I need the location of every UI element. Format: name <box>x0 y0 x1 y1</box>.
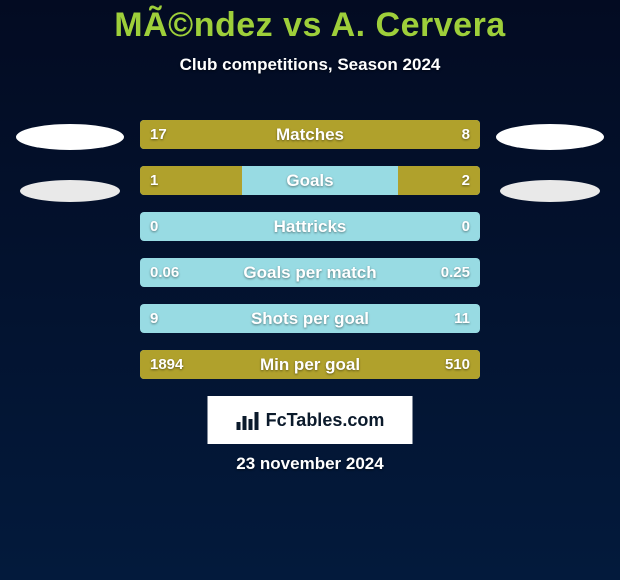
player-right-ellipse-2 <box>500 180 600 202</box>
stat-row: 0.060.25Goals per match <box>140 258 480 287</box>
logo-text: FcTables.com <box>266 410 385 431</box>
stat-label: Goals <box>140 166 480 195</box>
stat-label: Hattricks <box>140 212 480 241</box>
player-left-ellipse-2 <box>20 180 120 202</box>
subtitle: Club competitions, Season 2024 <box>0 55 620 75</box>
stat-row: 178Matches <box>140 120 480 149</box>
page-title: MÃ©ndez vs A. Cervera <box>0 0 620 45</box>
player-right-ellipse-1 <box>496 124 604 150</box>
player-left-ellipse-1 <box>16 124 124 150</box>
right-player-col <box>480 120 620 379</box>
stat-row: 1894510Min per goal <box>140 350 480 379</box>
bars-column: 178Matches 12Goals 00Hattricks 0.060.25Goal… <box>140 120 480 379</box>
stat-row: 911Shots per goal <box>140 304 480 333</box>
stat-label: Matches <box>140 120 480 149</box>
date-label: 23 november 2024 <box>0 454 620 474</box>
comparison-card: MÃ©ndez vs A. Cervera Club competitions,… <box>0 0 620 580</box>
stat-label: Min per goal <box>140 350 480 379</box>
stat-row: 12Goals <box>140 166 480 195</box>
left-player-col <box>0 120 140 379</box>
stats-area: 178Matches 12Goals 00Hattricks 0.060.25Goal… <box>0 120 620 379</box>
fctables-logo: FcTables.com <box>208 396 413 444</box>
stat-label: Shots per goal <box>140 304 480 333</box>
bars-icon <box>236 410 260 430</box>
stat-label: Goals per match <box>140 258 480 287</box>
stat-row: 00Hattricks <box>140 212 480 241</box>
